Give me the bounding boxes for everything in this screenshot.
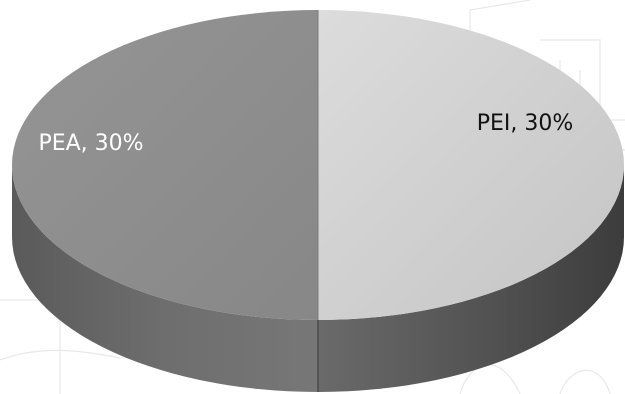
pie-slice-pea	[12, 10, 318, 320]
pea-data-label: PEA, 30%	[38, 131, 143, 156]
pie-side-pea	[12, 165, 318, 392]
pie-slice-pei	[318, 10, 624, 320]
pei-data-label: PEI, 30%	[477, 111, 574, 136]
pie-side-pei	[318, 165, 624, 392]
